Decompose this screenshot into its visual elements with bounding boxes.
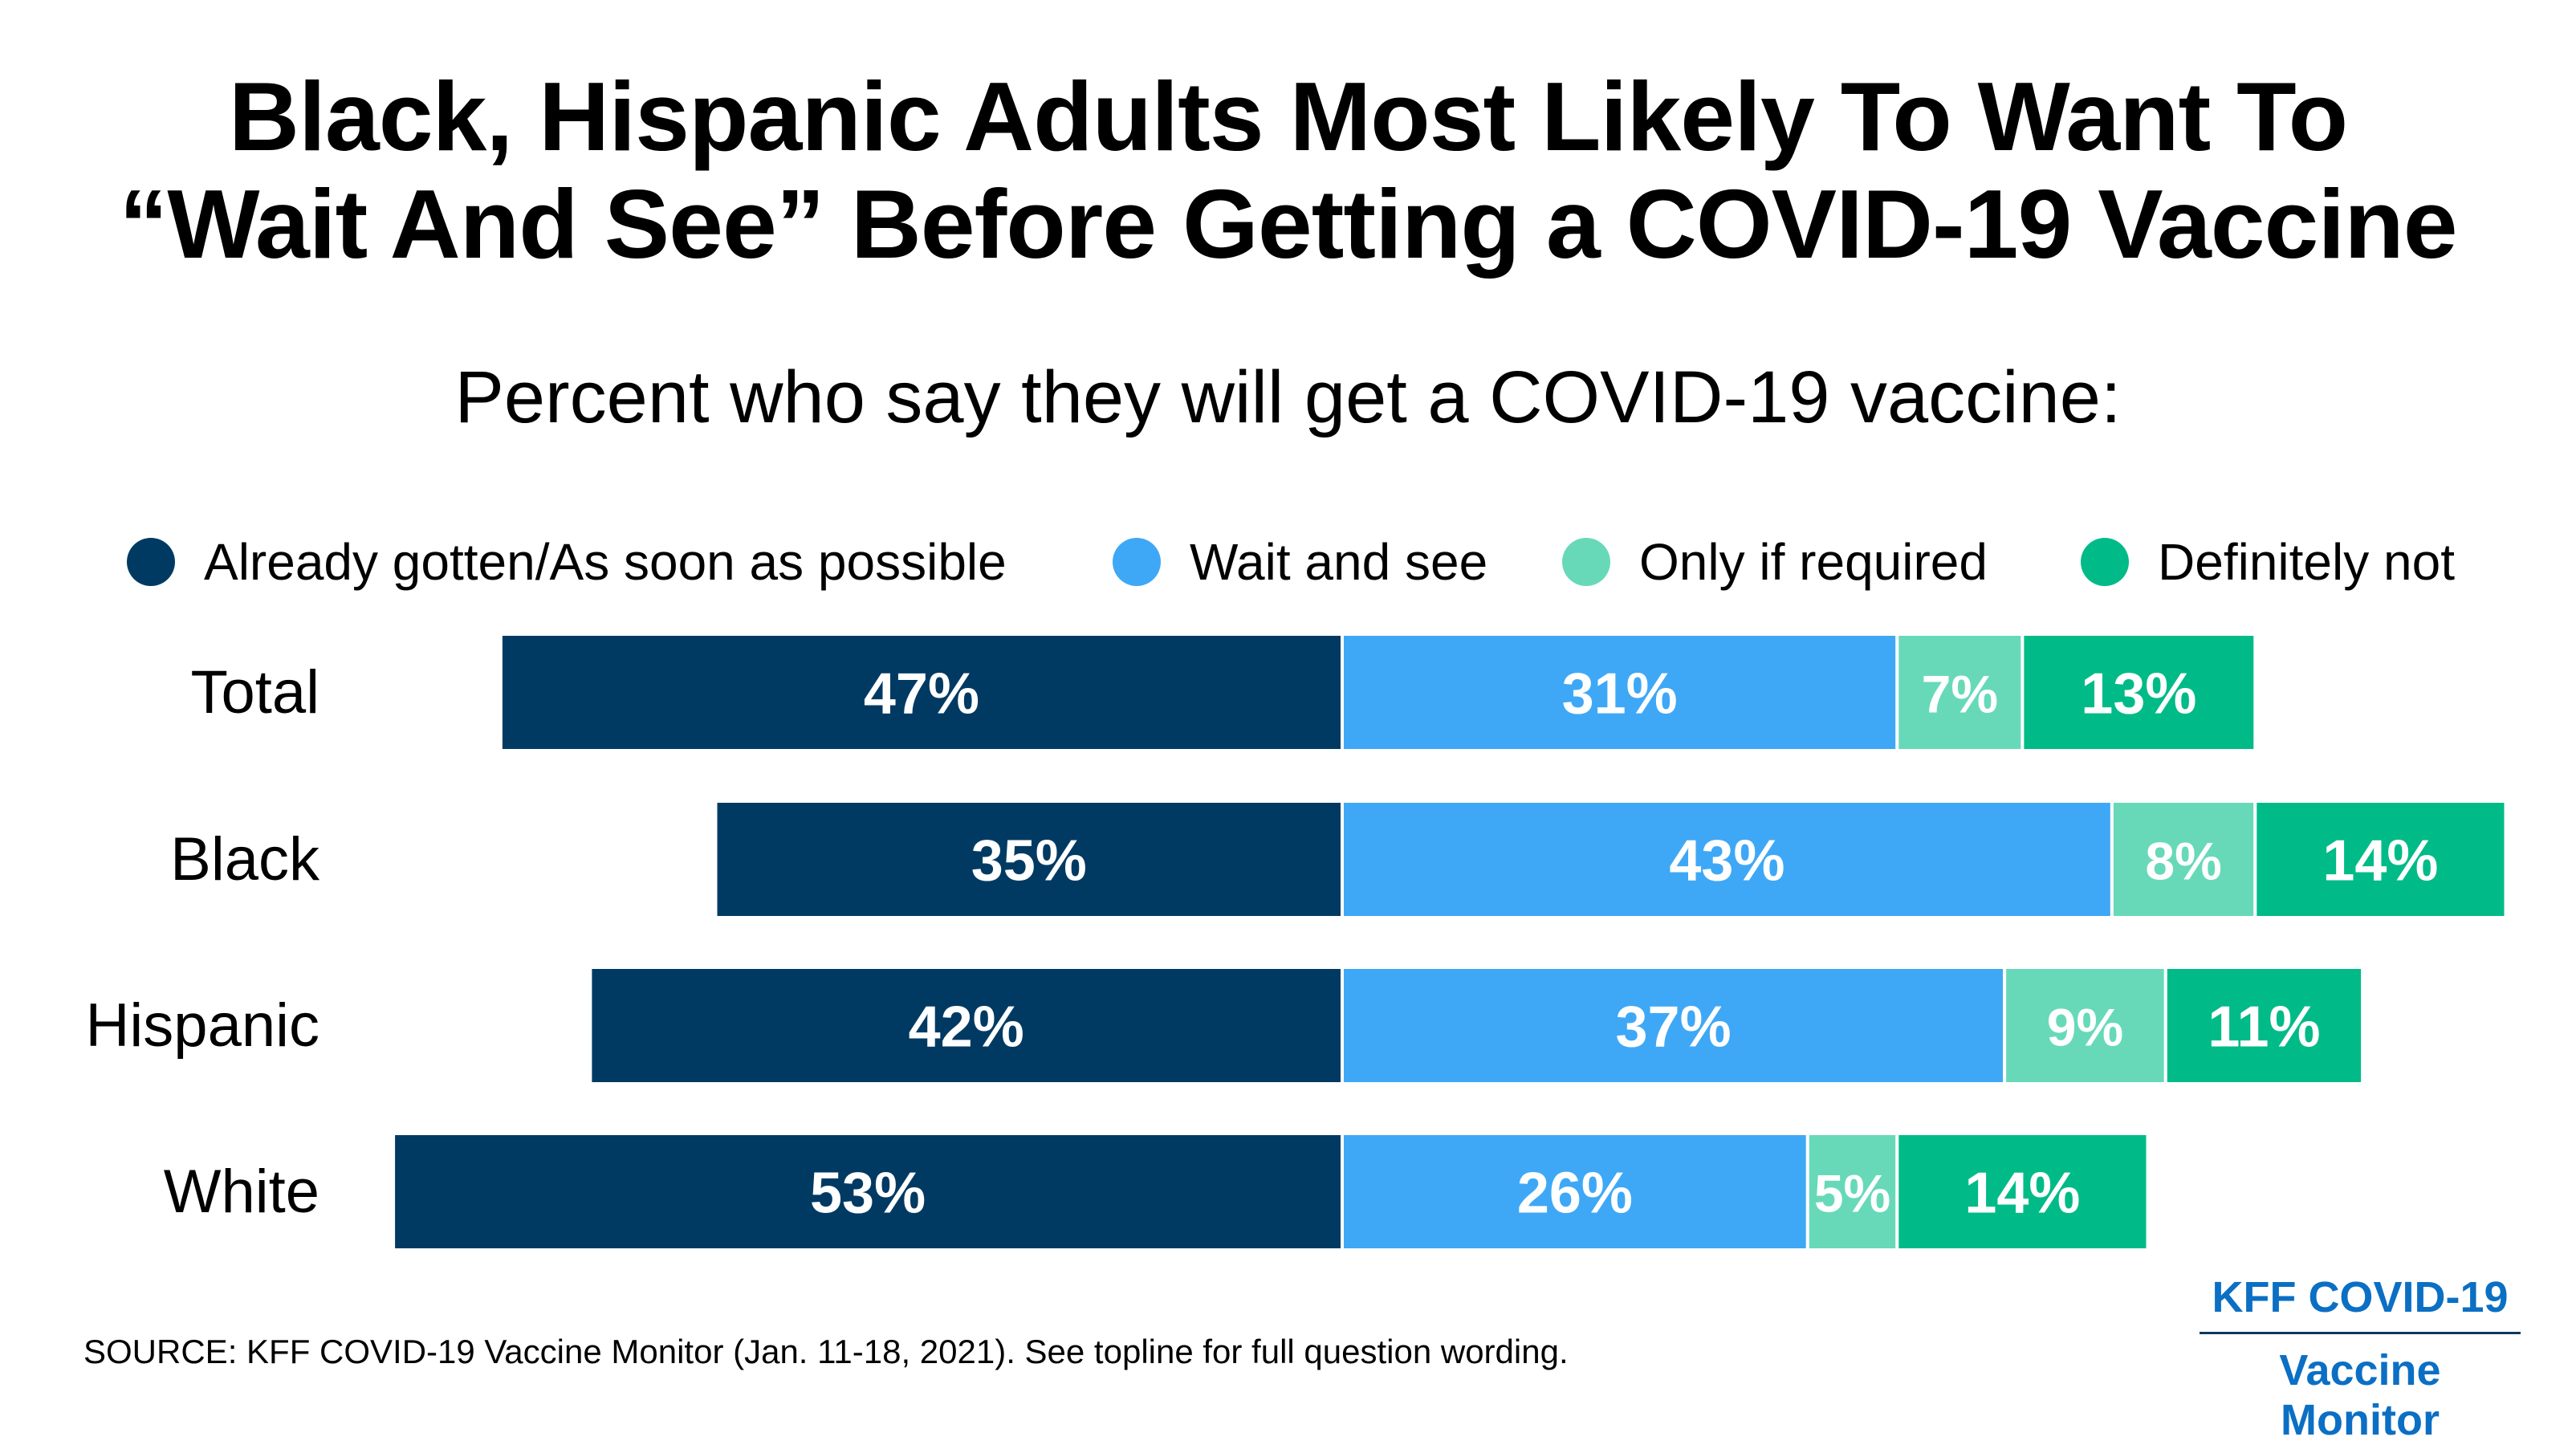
bar-hispanic-required (2003, 966, 2167, 1085)
brand-divider (2200, 1332, 2521, 1334)
title-line-2: “Wait And See” Before Getting a COVID-19… (119, 169, 2457, 279)
chart-title: Black, Hispanic Adults Most Likely To Wa… (0, 63, 2576, 278)
data-label-black-definitely-not: 14% (2322, 829, 2438, 893)
source-note: SOURCE: KFF COVID-19 Vaccine Monitor (Ja… (83, 1333, 1569, 1370)
brand-line-2: Vaccine Monitor (2279, 1346, 2441, 1444)
legend-label-required: Only if required (1639, 533, 1988, 591)
bar-black-definitely-not (2253, 800, 2508, 919)
category-label-hispanic: Hispanic (86, 991, 319, 1060)
data-label-black-wait: 43% (1669, 829, 1784, 893)
data-label-white-already: 53% (810, 1162, 926, 1226)
chart-subtitle: Percent who say they will get a COVID-19… (454, 356, 2122, 438)
legend-swatch-already (127, 538, 175, 586)
data-label-black-required: 8% (2145, 832, 2221, 891)
category-label-total: Total (190, 658, 319, 727)
data-label-total-wait: 31% (1562, 662, 1678, 727)
legend-label-wait: Wait and see (1190, 533, 1488, 591)
data-label-hispanic-already: 42% (909, 995, 1024, 1060)
data-label-total-required: 7% (1922, 665, 1998, 724)
data-label-white-wait: 26% (1517, 1162, 1633, 1226)
legend-item-wait: Wait and see (1113, 522, 1487, 602)
legend: Already gotten/As soon as possible Wait … (0, 522, 2576, 602)
bar-white-definitely-not (1895, 1132, 2150, 1252)
data-label-hispanic-definitely-not: 11% (2208, 995, 2320, 1060)
bar-hispanic-already (588, 966, 1344, 1085)
data-label-hispanic-wait: 37% (1615, 995, 1731, 1060)
data-label-total-definitely-not: 13% (2081, 662, 2196, 727)
title-line-1: Black, Hispanic Adults Most Likely To Wa… (228, 62, 2348, 171)
legend-swatch-definitely-not (2081, 538, 2129, 586)
legend-swatch-required (1562, 538, 1610, 586)
bar-hispanic-definitely-not (2163, 966, 2365, 1085)
data-label-total-already: 47% (864, 662, 979, 727)
bar-hispanic-wait (1341, 966, 2007, 1085)
legend-item-already: Already gotten/As soon as possible (127, 522, 1007, 602)
legend-label-definitely-not: Definitely not (2158, 533, 2455, 591)
bar-black-already (714, 800, 1344, 919)
legend-swatch-wait (1113, 538, 1161, 586)
bar-white-wait (1341, 1132, 1809, 1252)
brand-logo: KFF COVID-19 Vaccine Monitor (2200, 1272, 2521, 1445)
bar-white-required (1805, 1132, 1899, 1252)
legend-item-definitely-not: Definitely not (2081, 522, 2455, 602)
data-label-hispanic-required: 9% (2047, 998, 2123, 1057)
brand-line-1: KFF COVID-19 (2212, 1273, 2509, 1321)
category-label-white: White (164, 1158, 319, 1226)
bar-total-definitely-not (2021, 633, 2257, 752)
data-label-black-already: 35% (971, 829, 1087, 893)
bar-total-required (1895, 633, 2025, 752)
bar-white-already (392, 1132, 1345, 1252)
bar-black-required (2110, 800, 2257, 919)
category-label-black: Black (170, 825, 320, 893)
data-label-white-definitely-not: 14% (1964, 1162, 2080, 1226)
legend-item-required: Only if required (1562, 522, 1988, 602)
bar-black-wait (1341, 800, 2114, 919)
data-label-white-required: 5% (1814, 1164, 1890, 1223)
legend-label-already: Already gotten/As soon as possible (204, 533, 1007, 591)
